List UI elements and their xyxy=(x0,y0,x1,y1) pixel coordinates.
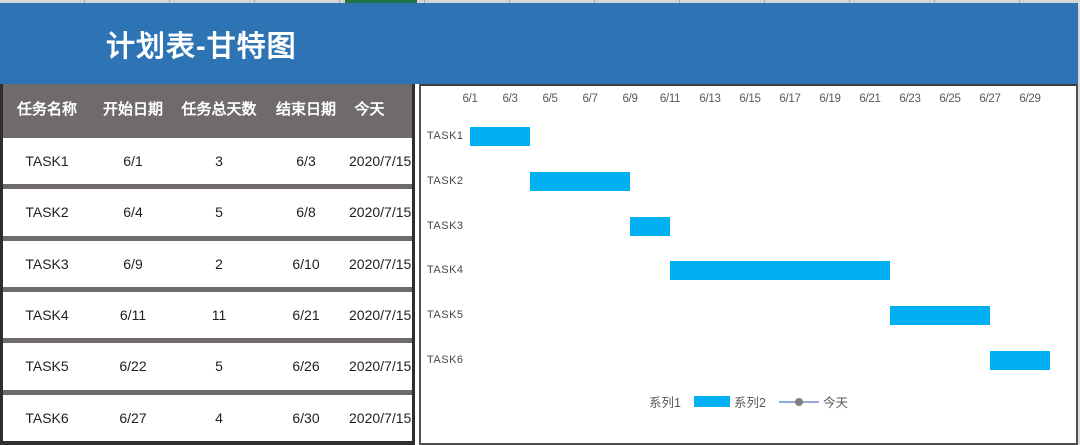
task-label: TASK3 xyxy=(427,219,464,232)
task-label: TASK4 xyxy=(427,264,464,277)
gantt-plot-area: 6/1 6/3 6/5 6/7 6/9 6/11 6/13 6/15 6/17 6/19 6/21 6… xyxy=(421,86,1076,441)
page-title: 计划表-甘特图 xyxy=(106,30,297,63)
column-header: 任务总天数 xyxy=(181,101,257,118)
table-cell: 6/21 xyxy=(292,307,320,324)
table-cell: 2 xyxy=(215,255,223,272)
table-cell: 2020/7/15 xyxy=(349,255,412,272)
x-axis-tick-label: 6/25 xyxy=(939,93,961,105)
x-axis-tick-label: 6/1 xyxy=(462,93,478,105)
legend-label: 系列2 xyxy=(733,396,766,410)
legend-entry[interactable]: 系列1 xyxy=(649,392,681,411)
x-axis-tick-label: 6/11 xyxy=(659,93,681,105)
table-cell: 6/8 xyxy=(296,204,316,221)
task-label: TASK6 xyxy=(427,354,464,366)
column-header: 开始日期 xyxy=(102,101,163,118)
gantt-chart[interactable]: 6/1 6/3 6/5 6/7 6/9 6/11 6/13 6/15 6/17 6/19 6/21 6… xyxy=(419,84,1078,445)
x-axis-tick-label: 6/19 xyxy=(819,93,841,105)
table-cell: TASK4 xyxy=(25,307,69,324)
x-axis-tick-label: 6/27 xyxy=(979,93,1001,105)
legend-label: 系列1 xyxy=(649,396,681,410)
legend-marker-dot xyxy=(794,397,803,406)
x-axis-tick-label: 6/7 xyxy=(582,93,598,105)
table-cell: 6/9 xyxy=(123,255,143,272)
table-row[interactable]: TASK6 6/27 4 6/30 2020/7/15 xyxy=(3,394,412,441)
table-cell: TASK1 xyxy=(25,153,69,170)
column-header: 结束日期 xyxy=(275,101,336,118)
table-row[interactable]: TASK5 6/22 5 6/26 2020/7/15 xyxy=(3,343,412,390)
x-axis-tick-label: 6/3 xyxy=(502,93,518,105)
x-axis-tick-label: 6/17 xyxy=(779,93,801,105)
x-axis-tick-label: 6/9 xyxy=(622,93,638,105)
table-cell: 6/3 xyxy=(296,153,316,170)
table-cell: 6/22 xyxy=(119,358,147,375)
window-right-edge xyxy=(1078,0,1080,445)
table-cell: 11 xyxy=(211,307,227,324)
column-header: 今天 xyxy=(354,101,385,118)
table-cell: 2020/7/15 xyxy=(349,153,412,170)
x-axis-tick-label: 6/5 xyxy=(542,93,558,105)
table-header-row: 任务名称 开始日期 任务总天数 结束日期 今天 xyxy=(3,84,412,133)
table-cell: 6/26 xyxy=(292,358,320,375)
table-cell: 6/27 xyxy=(119,409,147,426)
gantt-bar[interactable] xyxy=(530,171,630,191)
legend-line-marker-icon xyxy=(778,397,819,406)
table-row[interactable]: TASK2 6/4 5 6/8 2020/7/15 xyxy=(3,189,412,236)
task-label: TASK2 xyxy=(427,174,464,187)
chart-legend: 系列1 系列2 今天 xyxy=(421,392,1076,411)
table-cell: 6/10 xyxy=(292,255,320,272)
table-cell: 5 xyxy=(215,358,223,375)
table-cell: TASK6 xyxy=(25,409,69,426)
table-cell: 6/30 xyxy=(292,409,320,426)
table-cell: 6/4 xyxy=(123,204,143,221)
table-body: TASK1 6/1 3 6/3 2020/7/15 TASK2 6/4 5 6/8 2020/7/… xyxy=(3,133,412,441)
gantt-bar[interactable] xyxy=(670,261,890,281)
table-cell: 3 xyxy=(215,153,223,170)
task-label: TASK1 xyxy=(427,130,464,142)
legend-entry[interactable]: 今天 xyxy=(778,392,848,411)
table-cell: 6/11 xyxy=(119,307,147,324)
gantt-bar[interactable] xyxy=(470,127,530,146)
table-cell: TASK2 xyxy=(25,204,69,221)
table-cell: 4 xyxy=(215,409,223,426)
task-table: 任务名称 开始日期 任务总天数 结束日期 今天 TASK1 6/1 3 6/3 2020/7/1… xyxy=(0,84,415,445)
table-row[interactable]: TASK4 6/11 11 6/21 2020/7/15 xyxy=(3,291,412,339)
legend-bar-swatch xyxy=(693,396,730,407)
table-cell: 2020/7/15 xyxy=(349,409,412,426)
gantt-bar[interactable] xyxy=(990,351,1050,370)
table-cell: 2020/7/15 xyxy=(349,204,412,221)
legend-label: 今天 xyxy=(822,396,848,410)
x-axis-tick-label: 6/23 xyxy=(899,93,921,105)
gantt-bar[interactable] xyxy=(630,216,670,236)
selected-column-indicator xyxy=(345,0,417,3)
table-row[interactable]: TASK3 6/9 2 6/10 2020/7/15 xyxy=(3,240,412,287)
table-cell: 2020/7/15 xyxy=(349,307,412,324)
table-row[interactable]: TASK1 6/1 3 6/3 2020/7/15 xyxy=(3,138,412,185)
x-axis-tick-label: 6/29 xyxy=(1019,93,1041,105)
table-cell: TASK3 xyxy=(25,255,69,272)
table-cell: 6/1 xyxy=(123,153,143,170)
sheet-title-bar: 计划表-甘特图 xyxy=(0,3,1080,84)
x-axis-tick-label: 6/15 xyxy=(739,93,761,105)
table-cell: TASK5 xyxy=(25,358,69,375)
legend-entry[interactable]: 系列2 xyxy=(693,392,766,411)
table-cell: 2020/7/15 xyxy=(349,358,412,375)
column-header: 任务名称 xyxy=(16,101,77,118)
task-label: TASK5 xyxy=(427,309,464,322)
x-axis-tick-label: 6/13 xyxy=(699,93,721,105)
gantt-bar[interactable] xyxy=(890,306,990,326)
table-cell: 5 xyxy=(215,204,223,221)
excel-column-header-strip xyxy=(0,0,1080,3)
x-axis-tick-label: 6/21 xyxy=(859,93,881,105)
